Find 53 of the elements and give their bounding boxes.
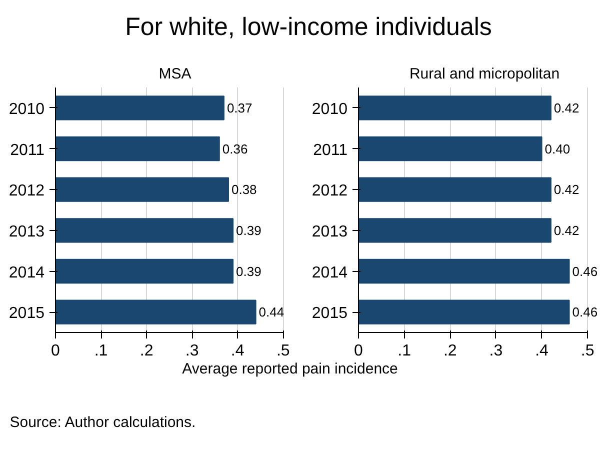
data-label: 0.39 (236, 222, 262, 238)
data-label: 0.40 (544, 141, 570, 156)
x-tick-label: .3 (185, 342, 199, 360)
bar (56, 218, 234, 243)
y-tick-label: 2010 (8, 100, 45, 118)
data-label: 0.36 (222, 141, 248, 156)
data-label: 0.46 (572, 304, 598, 320)
bar (358, 96, 552, 120)
data-label: 0.42 (554, 100, 580, 116)
x-tick-label: .4 (535, 342, 549, 360)
data-label: 0.44 (258, 304, 284, 320)
y-tick-label: 2013 (8, 223, 45, 240)
bar (56, 300, 256, 324)
data-label: 0.37 (226, 100, 252, 116)
y-tick-label: 2014 (312, 264, 348, 282)
data-label: 0.38 (231, 182, 257, 198)
x-tick-label: .1 (398, 342, 412, 360)
bar (358, 218, 552, 243)
y-tick-label: 2012 (312, 182, 348, 200)
bar (358, 300, 570, 324)
x-tick-label: 0 (51, 342, 60, 360)
y-tick-label: 2015 (8, 305, 45, 322)
x-axis-title: Average reported pain incidence (182, 360, 398, 378)
bar (56, 177, 229, 202)
x-tick-label: .2 (140, 342, 154, 360)
y-tick-label: 2010 (312, 100, 348, 118)
y-tick-label: 2013 (312, 223, 348, 240)
chart-subtitle: MSA (158, 66, 192, 82)
source-note: Source: Author calculations. (10, 414, 196, 432)
y-tick-label: 2015 (312, 305, 348, 322)
bar (56, 136, 220, 162)
bar (358, 177, 552, 202)
x-tick-label: .4 (230, 342, 244, 360)
data-label: 0.39 (236, 264, 262, 279)
y-tick-label: 2014 (8, 264, 45, 282)
bar (358, 136, 542, 162)
y-tick-label: 2012 (8, 182, 45, 200)
x-tick-label: .5 (580, 342, 594, 360)
bar (56, 258, 234, 284)
x-tick-label: .2 (443, 342, 457, 360)
y-tick-label: 2011 (313, 142, 348, 159)
x-tick-label: .3 (489, 342, 503, 360)
chart-title: For white, low-income individuals (125, 13, 492, 42)
data-label: 0.42 (554, 182, 580, 198)
x-tick-label: .5 (276, 342, 290, 360)
x-tick-label: 0 (354, 342, 364, 360)
x-tick-label: .1 (94, 342, 108, 360)
data-label: 0.42 (554, 222, 580, 238)
chart-subtitle: Rural and micropolitan (409, 66, 560, 82)
bar (56, 96, 224, 120)
bar (358, 258, 570, 284)
y-tick-label: 2011 (10, 142, 45, 159)
data-label: 0.46 (572, 264, 598, 279)
